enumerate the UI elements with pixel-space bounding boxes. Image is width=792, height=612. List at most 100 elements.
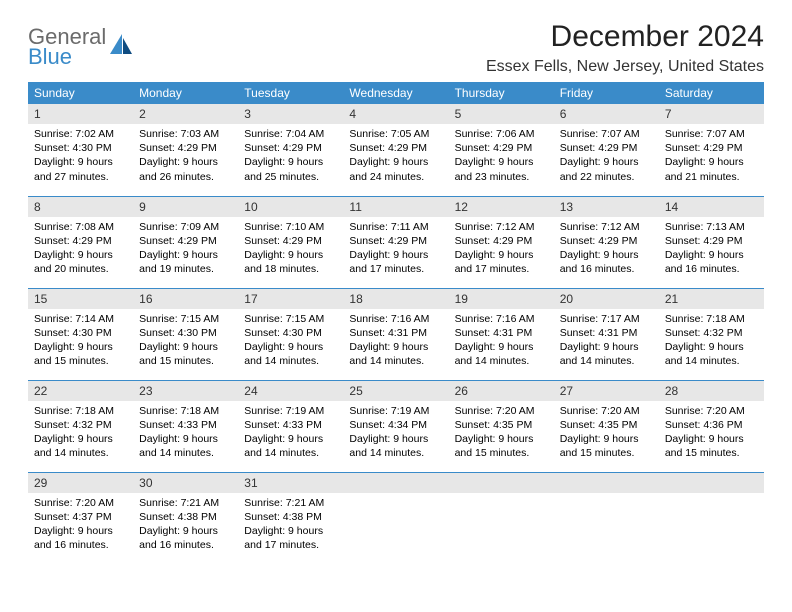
daylight-line1: Daylight: 9 hours [244,524,337,538]
day-number: 31 [238,473,343,493]
daylight-line2: and 14 minutes. [349,446,442,460]
daylight-line1: Daylight: 9 hours [349,432,442,446]
sunset-line: Sunset: 4:33 PM [244,418,337,432]
daylight-line2: and 16 minutes. [139,538,232,552]
title-block: December 2024 Essex Fells, New Jersey, U… [486,20,764,76]
sunset-line: Sunset: 4:34 PM [349,418,442,432]
sunset-line: Sunset: 4:29 PM [455,141,548,155]
calendar-body: 1Sunrise: 7:02 AMSunset: 4:30 PMDaylight… [28,104,764,564]
calendar-cell: 10Sunrise: 7:10 AMSunset: 4:29 PMDayligh… [238,196,343,288]
day-number: 18 [343,289,448,309]
daylight-line1: Daylight: 9 hours [139,340,232,354]
sunset-line: Sunset: 4:29 PM [560,141,653,155]
daylight-line2: and 19 minutes. [139,262,232,276]
day-detail: Sunrise: 7:10 AMSunset: 4:29 PMDaylight:… [238,217,343,283]
calendar-cell: 5Sunrise: 7:06 AMSunset: 4:29 PMDaylight… [449,104,554,196]
daylight-line1: Daylight: 9 hours [560,340,653,354]
day-number: 5 [449,104,554,124]
daylight-line1: Daylight: 9 hours [34,155,127,169]
calendar-cell: 26Sunrise: 7:20 AMSunset: 4:35 PMDayligh… [449,380,554,472]
calendar-row: 29Sunrise: 7:20 AMSunset: 4:37 PMDayligh… [28,472,764,564]
brand-text: General Blue [28,26,106,68]
sunset-line: Sunset: 4:30 PM [139,326,232,340]
day-number: 26 [449,381,554,401]
calendar-cell [554,472,659,564]
daylight-line1: Daylight: 9 hours [244,248,337,262]
calendar-row: 15Sunrise: 7:14 AMSunset: 4:30 PMDayligh… [28,288,764,380]
day-number: 15 [28,289,133,309]
weekday-header: Wednesday [343,82,448,104]
sunset-line: Sunset: 4:30 PM [244,326,337,340]
day-detail: Sunrise: 7:18 AMSunset: 4:33 PMDaylight:… [133,401,238,467]
day-detail: Sunrise: 7:18 AMSunset: 4:32 PMDaylight:… [28,401,133,467]
daylight-line1: Daylight: 9 hours [665,248,758,262]
day-detail [449,493,554,553]
daylight-line2: and 14 minutes. [139,446,232,460]
weekday-header: Monday [133,82,238,104]
day-number: 9 [133,197,238,217]
daylight-line1: Daylight: 9 hours [244,340,337,354]
page: General Blue December 2024 Essex Fells, … [0,0,792,584]
sunrise-line: Sunrise: 7:18 AM [665,312,758,326]
calendar-cell: 8Sunrise: 7:08 AMSunset: 4:29 PMDaylight… [28,196,133,288]
daylight-line1: Daylight: 9 hours [349,155,442,169]
day-number: 25 [343,381,448,401]
day-detail: Sunrise: 7:15 AMSunset: 4:30 PMDaylight:… [133,309,238,375]
daylight-line2: and 15 minutes. [665,446,758,460]
day-detail: Sunrise: 7:19 AMSunset: 4:33 PMDaylight:… [238,401,343,467]
calendar-cell: 12Sunrise: 7:12 AMSunset: 4:29 PMDayligh… [449,196,554,288]
calendar-cell: 31Sunrise: 7:21 AMSunset: 4:38 PMDayligh… [238,472,343,564]
sunrise-line: Sunrise: 7:09 AM [139,220,232,234]
weekday-header: Friday [554,82,659,104]
day-number: 14 [659,197,764,217]
sunset-line: Sunset: 4:33 PM [139,418,232,432]
weekday-header: Saturday [659,82,764,104]
day-number [659,473,764,493]
calendar-cell: 27Sunrise: 7:20 AMSunset: 4:35 PMDayligh… [554,380,659,472]
daylight-line1: Daylight: 9 hours [560,155,653,169]
sunrise-line: Sunrise: 7:11 AM [349,220,442,234]
day-detail: Sunrise: 7:07 AMSunset: 4:29 PMDaylight:… [659,124,764,190]
day-detail: Sunrise: 7:05 AMSunset: 4:29 PMDaylight:… [343,124,448,190]
day-detail [554,493,659,553]
daylight-line2: and 24 minutes. [349,170,442,184]
sunrise-line: Sunrise: 7:08 AM [34,220,127,234]
calendar-cell: 18Sunrise: 7:16 AMSunset: 4:31 PMDayligh… [343,288,448,380]
day-detail: Sunrise: 7:13 AMSunset: 4:29 PMDaylight:… [659,217,764,283]
day-detail: Sunrise: 7:21 AMSunset: 4:38 PMDaylight:… [238,493,343,559]
calendar-cell: 23Sunrise: 7:18 AMSunset: 4:33 PMDayligh… [133,380,238,472]
daylight-line2: and 17 minutes. [349,262,442,276]
page-title: December 2024 [486,20,764,54]
daylight-line1: Daylight: 9 hours [560,248,653,262]
sunrise-line: Sunrise: 7:17 AM [560,312,653,326]
sunrise-line: Sunrise: 7:06 AM [455,127,548,141]
daylight-line2: and 14 minutes. [665,354,758,368]
calendar-cell [449,472,554,564]
sunrise-line: Sunrise: 7:07 AM [665,127,758,141]
sunrise-line: Sunrise: 7:10 AM [244,220,337,234]
calendar-table: Sunday Monday Tuesday Wednesday Thursday… [28,82,764,564]
daylight-line2: and 23 minutes. [455,170,548,184]
sunrise-line: Sunrise: 7:13 AM [665,220,758,234]
sunrise-line: Sunrise: 7:18 AM [139,404,232,418]
daylight-line1: Daylight: 9 hours [244,432,337,446]
daylight-line2: and 14 minutes. [455,354,548,368]
sunrise-line: Sunrise: 7:12 AM [560,220,653,234]
day-number: 21 [659,289,764,309]
day-number: 3 [238,104,343,124]
sunrise-line: Sunrise: 7:05 AM [349,127,442,141]
calendar-cell: 3Sunrise: 7:04 AMSunset: 4:29 PMDaylight… [238,104,343,196]
daylight-line1: Daylight: 9 hours [665,432,758,446]
brand-line2: Blue [28,46,106,68]
calendar-cell: 29Sunrise: 7:20 AMSunset: 4:37 PMDayligh… [28,472,133,564]
calendar-cell: 1Sunrise: 7:02 AMSunset: 4:30 PMDaylight… [28,104,133,196]
sail-icon [108,32,134,62]
sunrise-line: Sunrise: 7:04 AM [244,127,337,141]
sunrise-line: Sunrise: 7:20 AM [34,496,127,510]
daylight-line2: and 14 minutes. [349,354,442,368]
sunset-line: Sunset: 4:29 PM [665,234,758,248]
weekday-header: Sunday [28,82,133,104]
calendar-cell: 7Sunrise: 7:07 AMSunset: 4:29 PMDaylight… [659,104,764,196]
daylight-line1: Daylight: 9 hours [665,340,758,354]
calendar-cell: 17Sunrise: 7:15 AMSunset: 4:30 PMDayligh… [238,288,343,380]
